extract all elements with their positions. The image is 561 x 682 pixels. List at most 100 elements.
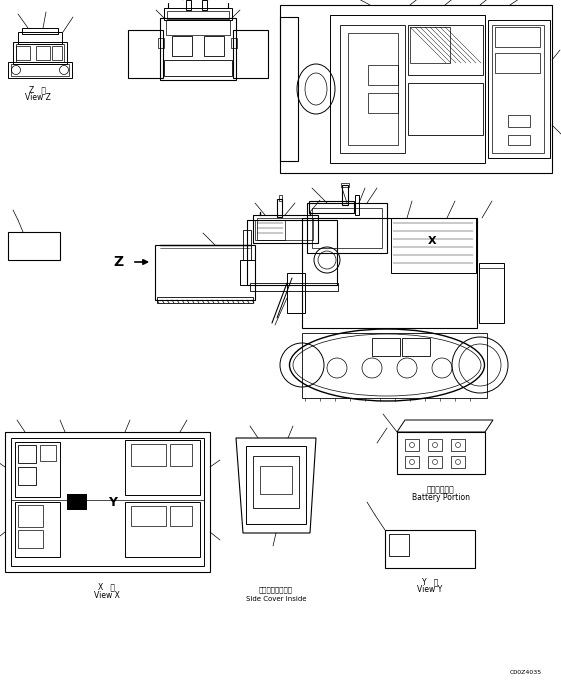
Bar xyxy=(164,8,232,20)
Text: X   視: X 視 xyxy=(99,582,116,591)
Bar xyxy=(167,11,229,19)
Bar xyxy=(372,338,400,356)
Bar xyxy=(160,18,236,80)
Bar xyxy=(402,338,430,356)
Bar xyxy=(307,203,387,253)
Bar xyxy=(8,232,60,260)
Bar xyxy=(495,27,540,47)
Bar xyxy=(428,439,442,451)
Bar xyxy=(18,505,43,527)
Bar xyxy=(287,273,305,313)
Bar xyxy=(164,60,232,76)
Bar xyxy=(508,135,530,145)
Bar xyxy=(408,25,483,75)
Text: Y   視: Y 視 xyxy=(422,578,438,587)
Bar xyxy=(408,83,483,135)
Bar xyxy=(355,195,359,215)
Bar xyxy=(255,220,285,240)
Bar xyxy=(11,64,69,76)
Bar xyxy=(250,283,338,291)
Bar xyxy=(166,20,230,35)
Bar xyxy=(15,502,60,557)
Bar xyxy=(16,44,64,62)
Bar xyxy=(67,494,87,510)
Bar xyxy=(186,0,191,10)
Bar xyxy=(428,456,442,468)
Bar xyxy=(385,530,475,568)
Bar xyxy=(18,530,43,548)
Bar xyxy=(280,17,298,161)
Bar xyxy=(495,53,540,73)
Bar xyxy=(341,183,349,187)
Bar xyxy=(172,36,192,56)
Bar xyxy=(277,199,282,217)
Bar xyxy=(279,195,282,201)
Bar xyxy=(5,432,210,572)
Bar xyxy=(246,446,306,524)
Bar xyxy=(508,115,530,127)
Bar xyxy=(340,25,405,153)
Bar xyxy=(157,297,253,303)
Bar xyxy=(16,46,30,60)
Text: サイドカバー内視: サイドカバー内視 xyxy=(259,587,293,593)
Bar xyxy=(451,439,465,451)
Bar xyxy=(40,445,56,461)
Bar xyxy=(233,30,268,78)
Bar xyxy=(15,442,60,497)
Bar xyxy=(18,445,36,463)
Bar xyxy=(479,263,504,323)
Bar xyxy=(492,25,544,153)
Bar xyxy=(18,467,36,485)
Bar xyxy=(405,439,419,451)
Bar xyxy=(231,38,237,48)
Bar xyxy=(36,46,50,60)
Text: Z   視: Z 視 xyxy=(30,85,47,95)
Bar xyxy=(131,444,166,466)
Text: View Y: View Y xyxy=(417,586,443,595)
Bar xyxy=(342,185,348,205)
Bar xyxy=(125,502,200,557)
Bar xyxy=(155,245,255,300)
Text: Side Cover Inside: Side Cover Inside xyxy=(246,596,306,602)
Bar xyxy=(202,0,207,10)
Text: Z: Z xyxy=(113,255,123,269)
Bar xyxy=(260,466,292,494)
Bar xyxy=(389,534,409,556)
Bar xyxy=(368,93,398,113)
Bar xyxy=(410,27,450,63)
Bar xyxy=(204,36,224,56)
Bar xyxy=(368,65,398,85)
Bar xyxy=(280,5,552,173)
Bar xyxy=(309,201,354,213)
Text: C00Z4035: C00Z4035 xyxy=(510,670,542,675)
Text: Battery Portion: Battery Portion xyxy=(412,494,470,503)
Bar xyxy=(397,432,485,474)
Bar xyxy=(170,506,192,526)
Bar xyxy=(13,42,67,64)
Bar xyxy=(8,62,72,78)
Bar xyxy=(451,456,465,468)
Bar xyxy=(257,218,313,240)
Bar xyxy=(247,220,337,285)
Bar xyxy=(52,46,62,60)
Bar xyxy=(18,32,62,44)
Bar xyxy=(128,30,163,78)
Bar xyxy=(170,444,192,466)
Bar xyxy=(391,218,476,273)
Bar xyxy=(243,230,251,260)
Text: View Z: View Z xyxy=(25,93,51,102)
Bar xyxy=(488,20,550,158)
Bar xyxy=(253,456,299,508)
Text: Y: Y xyxy=(108,496,117,509)
Text: View X: View X xyxy=(94,591,120,599)
Bar xyxy=(131,506,166,526)
Text: X: X xyxy=(427,236,436,246)
Bar xyxy=(253,215,318,243)
Bar xyxy=(312,208,382,248)
Bar xyxy=(158,38,164,48)
Bar xyxy=(405,456,419,468)
Bar xyxy=(302,333,487,398)
Bar xyxy=(348,33,398,145)
Bar xyxy=(302,218,477,328)
Bar xyxy=(11,438,204,566)
